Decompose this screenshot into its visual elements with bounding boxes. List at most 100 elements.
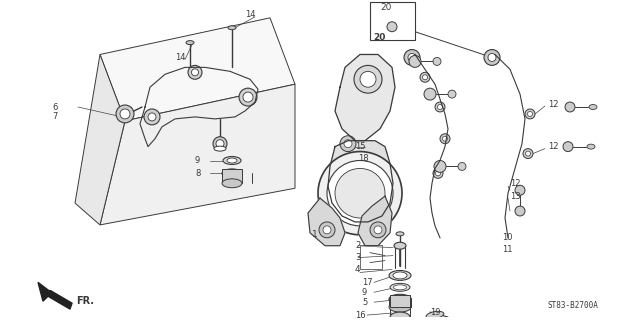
Text: 11: 11	[502, 245, 513, 254]
Circle shape	[458, 163, 466, 171]
Bar	[370, 2, 415, 40]
Circle shape	[565, 102, 575, 112]
Circle shape	[515, 206, 525, 216]
Text: 4: 4	[355, 265, 361, 274]
Ellipse shape	[394, 285, 406, 290]
Polygon shape	[328, 141, 393, 222]
Ellipse shape	[390, 283, 410, 291]
Polygon shape	[308, 198, 345, 246]
Text: 6: 6	[52, 102, 57, 111]
Text: 14: 14	[175, 53, 185, 62]
Ellipse shape	[222, 169, 242, 178]
Text: 1: 1	[312, 230, 318, 239]
Ellipse shape	[214, 146, 226, 151]
Bar	[389, 298, 411, 307]
Circle shape	[335, 168, 385, 218]
Text: 20: 20	[380, 4, 391, 12]
Circle shape	[409, 55, 421, 68]
Circle shape	[523, 148, 533, 158]
Circle shape	[354, 65, 382, 93]
Circle shape	[488, 53, 496, 61]
Circle shape	[387, 22, 397, 32]
Text: 20: 20	[373, 33, 385, 42]
Circle shape	[448, 90, 456, 98]
Polygon shape	[100, 84, 295, 225]
Circle shape	[433, 168, 443, 178]
Text: 2: 2	[355, 241, 361, 250]
Circle shape	[436, 171, 441, 176]
Polygon shape	[100, 18, 295, 121]
Polygon shape	[38, 282, 72, 309]
Ellipse shape	[389, 294, 411, 304]
Circle shape	[424, 88, 436, 100]
Circle shape	[443, 136, 448, 141]
Circle shape	[408, 53, 416, 61]
Text: 13: 13	[510, 192, 520, 201]
Text: 7: 7	[52, 112, 57, 121]
Circle shape	[370, 222, 386, 238]
Circle shape	[484, 50, 500, 65]
Text: 9: 9	[195, 156, 200, 165]
Text: 19: 19	[430, 308, 441, 316]
Circle shape	[239, 88, 257, 106]
Bar	[390, 295, 410, 307]
Circle shape	[374, 226, 382, 234]
Bar	[360, 245, 382, 269]
Text: 16: 16	[355, 310, 366, 320]
Circle shape	[440, 134, 450, 144]
Circle shape	[433, 58, 441, 65]
Ellipse shape	[389, 270, 411, 280]
Circle shape	[216, 140, 224, 148]
Circle shape	[116, 105, 134, 123]
Circle shape	[434, 161, 446, 172]
Text: 9: 9	[362, 288, 368, 297]
Text: 18: 18	[358, 154, 369, 163]
Ellipse shape	[426, 311, 444, 319]
Circle shape	[323, 226, 331, 234]
Bar	[222, 169, 242, 183]
Circle shape	[404, 50, 420, 65]
Circle shape	[327, 161, 393, 226]
Circle shape	[563, 142, 573, 152]
Circle shape	[120, 109, 130, 119]
Ellipse shape	[396, 232, 404, 236]
Polygon shape	[335, 54, 395, 141]
Ellipse shape	[390, 312, 410, 320]
Text: 17: 17	[362, 278, 373, 287]
Text: FR.: FR.	[76, 296, 94, 306]
Text: 12: 12	[548, 100, 559, 108]
Ellipse shape	[186, 41, 194, 44]
Text: 8: 8	[195, 169, 201, 178]
Circle shape	[422, 75, 427, 80]
Text: 3: 3	[355, 253, 361, 262]
Circle shape	[526, 151, 531, 156]
Ellipse shape	[389, 302, 411, 312]
Circle shape	[515, 185, 525, 195]
Circle shape	[318, 152, 402, 235]
Circle shape	[340, 136, 356, 152]
Polygon shape	[75, 54, 125, 225]
Circle shape	[435, 102, 445, 112]
Circle shape	[213, 137, 227, 151]
Circle shape	[319, 222, 335, 238]
Text: 5: 5	[362, 298, 368, 307]
Circle shape	[188, 65, 202, 79]
Ellipse shape	[227, 158, 237, 163]
Ellipse shape	[228, 26, 236, 30]
Text: 14: 14	[245, 10, 255, 20]
Text: 15: 15	[355, 142, 366, 151]
Text: ST83-B2700A: ST83-B2700A	[547, 301, 598, 310]
Circle shape	[192, 69, 199, 76]
Text: 12: 12	[548, 142, 559, 151]
Ellipse shape	[589, 105, 597, 109]
Polygon shape	[358, 196, 392, 246]
Ellipse shape	[587, 144, 595, 149]
Text: 12: 12	[510, 179, 520, 188]
Ellipse shape	[222, 179, 242, 188]
Circle shape	[344, 140, 352, 148]
Circle shape	[148, 113, 156, 121]
Circle shape	[438, 105, 443, 109]
Text: 10: 10	[502, 233, 513, 242]
Ellipse shape	[393, 272, 407, 279]
Circle shape	[420, 72, 430, 82]
